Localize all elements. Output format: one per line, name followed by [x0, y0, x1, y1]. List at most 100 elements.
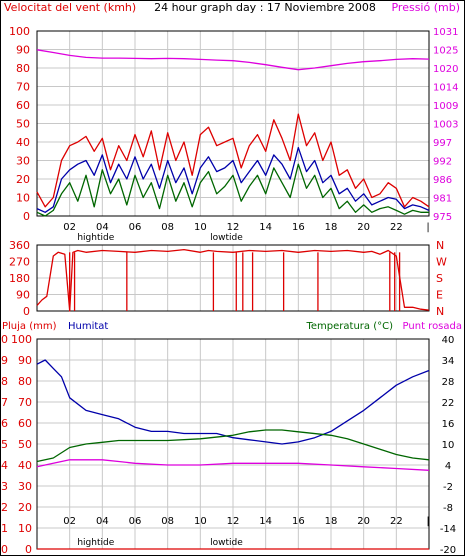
compass-tick-label: S: [436, 272, 443, 285]
climate-x-tick-end: |: [426, 516, 429, 527]
climate-x-tick-label: 18: [325, 516, 338, 527]
rain-axis-title: Pluja (mm): [2, 321, 57, 332]
pressure-tick-label: 1009: [433, 101, 458, 112]
series-line-magenta: [36, 49, 430, 71]
series-line-red: [36, 113, 430, 208]
pressure-tick-label: 1003: [433, 120, 458, 131]
humidity-tick-label: 60: [18, 417, 32, 430]
direction-tick-label: 0: [23, 305, 30, 318]
temperature-tick-label: 16: [442, 419, 455, 430]
climate-x-tick-label: 06: [129, 516, 142, 527]
rain-tick-label: 9: [1, 354, 8, 367]
direction-plot-area: [36, 244, 430, 312]
climate-x-tick-label: 02: [63, 516, 76, 527]
pressure-tick-label: 997: [433, 138, 452, 149]
wind-speed-tick-label: 100: [9, 25, 30, 38]
series-line-magenta: [36, 459, 430, 471]
rain-humidity-temperature-panel: Pluja (mm) Humitat Temperatura (°C) Punt…: [0, 321, 462, 556]
dewpoint-legend-label: Punt rosada: [403, 321, 462, 332]
temperature-tick-label: -14: [440, 524, 456, 535]
wind-x-tick-label: 16: [292, 222, 305, 233]
climate-x-tick-label: 20: [357, 516, 370, 527]
rain-tick-label: 4: [1, 459, 8, 472]
wind-x-tick-label: 06: [129, 222, 142, 233]
rain-tick-label: 3: [1, 480, 8, 493]
humidity-tick-label: 50: [18, 438, 32, 451]
wind-x-tick-label: 12: [227, 222, 240, 233]
rain-tick-label: 2: [1, 501, 8, 514]
temperature-tick-label: 4: [445, 461, 451, 472]
rain-tick-label: 10: [0, 333, 8, 346]
humidity-legend-label: Humitat: [68, 321, 108, 332]
rain-tick-label: 1: [1, 522, 8, 535]
series-line-blue: [36, 359, 430, 445]
temperature-tick-label: 28: [442, 377, 455, 388]
wind-x-tick-label: 10: [194, 222, 207, 233]
series-line-green: [36, 163, 429, 217]
wind-speed-tick-label: 90: [16, 44, 30, 57]
temperature-tick-label: -20: [440, 545, 456, 556]
direction-tick-label: 90: [16, 289, 30, 302]
compass-tick-label: N: [436, 239, 444, 252]
wind-speed-axis-title: Velocitat del vent (kmh): [4, 1, 136, 14]
temperature-tick-label: 10: [442, 440, 455, 451]
chart-title: 24 hour graph day : 17 Noviembre 2008: [154, 1, 376, 14]
rain-tick-label: 6: [1, 417, 8, 430]
wind-speed-tick-label: 70: [16, 81, 30, 94]
climate-x-tick-label: 16: [292, 516, 305, 527]
wind-x-tick-label: 02: [63, 222, 76, 233]
pressure-tick-label: 992: [433, 157, 452, 168]
pressure-tick-label: 981: [433, 194, 452, 205]
climate-x-tick-label: 14: [259, 516, 272, 527]
wind-plot-area: [36, 30, 430, 217]
wind-x-tick-label: 20: [357, 222, 370, 233]
wind-x-tick-label: 22: [390, 222, 403, 233]
humidity-tick-label: 30: [18, 480, 32, 493]
series-line-blue: [36, 146, 430, 213]
direction-tick-label: 180: [9, 272, 30, 285]
climate-x-tick-label: 12: [227, 516, 240, 527]
wind-x-tick-label: 18: [325, 222, 338, 233]
wind-pressure-panel: Velocitat del vent (kmh) 24 hour graph d…: [4, 1, 460, 243]
humidity-tick-label: 100: [11, 333, 32, 346]
humidity-tick-label: 0: [25, 543, 32, 556]
climate-x-tick-label: 04: [96, 516, 109, 527]
pressure-tick-label: 1031: [433, 27, 458, 38]
wind-x-tick-end: |: [426, 222, 429, 233]
rain-tick-label: 5: [1, 438, 8, 451]
humidity-tick-label: 90: [18, 354, 32, 367]
humidity-tick-label: 70: [18, 396, 32, 409]
wind-speed-tick-label: 30: [16, 155, 30, 168]
wind-speed-tick-label: 10: [16, 192, 30, 205]
temperature-tick-label: 34: [442, 356, 455, 367]
wind-speed-tick-label: 60: [16, 99, 30, 112]
temperature-tick-label: 22: [442, 398, 455, 409]
rain-tick-label: 7: [1, 396, 8, 409]
rain-tick-label: 0: [1, 543, 8, 556]
temperature-axis-title: Temperatura (°C): [305, 321, 393, 332]
tide-label: lowtide: [210, 233, 243, 243]
climate-x-tick-label: 10: [194, 516, 207, 527]
rain-tick-label: 8: [1, 375, 8, 388]
pressure-tick-label: 1014: [433, 83, 458, 94]
compass-tick-label: N: [436, 305, 444, 318]
wind-speed-tick-label: 0: [23, 210, 30, 223]
tide-label: hightide: [77, 538, 114, 548]
compass-tick-label: E: [436, 289, 443, 302]
humidity-tick-label: 40: [18, 459, 32, 472]
series-line-green: [36, 429, 430, 463]
humidity-tick-label: 20: [18, 501, 32, 514]
wind-speed-tick-label: 80: [16, 62, 30, 75]
wind-speed-tick-label: 50: [16, 118, 30, 131]
climate-x-tick-label: 22: [390, 516, 403, 527]
wind-x-tick-label: 04: [96, 222, 109, 233]
compass-tick-label: W: [436, 256, 447, 269]
tide-label: hightide: [77, 233, 114, 243]
wind-speed-tick-label: 20: [16, 173, 30, 186]
wind-x-tick-label: 08: [161, 222, 174, 233]
pressure-axis-title: Pressió (mb): [391, 1, 460, 14]
climate-x-tick-label: 08: [161, 516, 174, 527]
temperature-tick-label: -8: [443, 503, 453, 514]
